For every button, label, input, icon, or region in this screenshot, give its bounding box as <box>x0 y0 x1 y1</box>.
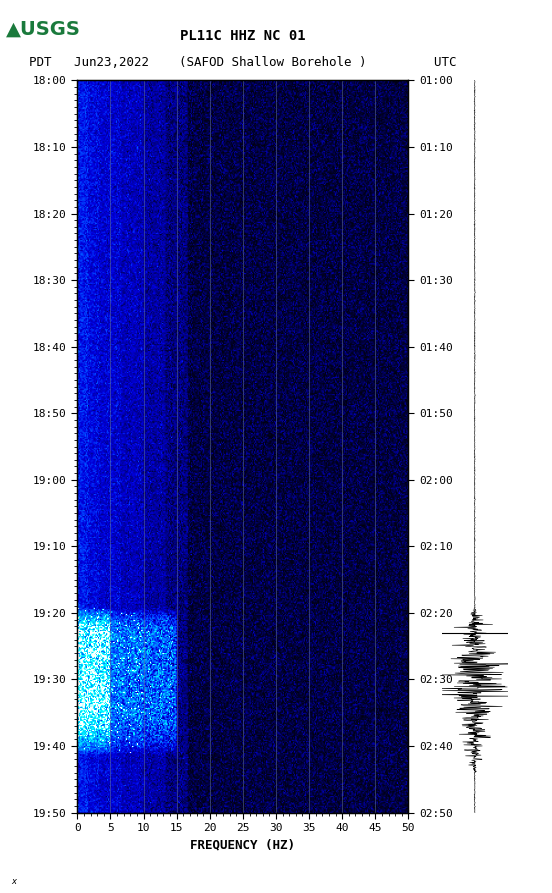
Text: ▲USGS: ▲USGS <box>6 20 81 38</box>
X-axis label: FREQUENCY (HZ): FREQUENCY (HZ) <box>190 839 295 852</box>
Text: x: x <box>11 877 16 886</box>
Text: PDT   Jun23,2022    (SAFOD Shallow Borehole )         UTC: PDT Jun23,2022 (SAFOD Shallow Borehole )… <box>29 56 457 69</box>
Text: PL11C HHZ NC 01: PL11C HHZ NC 01 <box>180 29 306 43</box>
